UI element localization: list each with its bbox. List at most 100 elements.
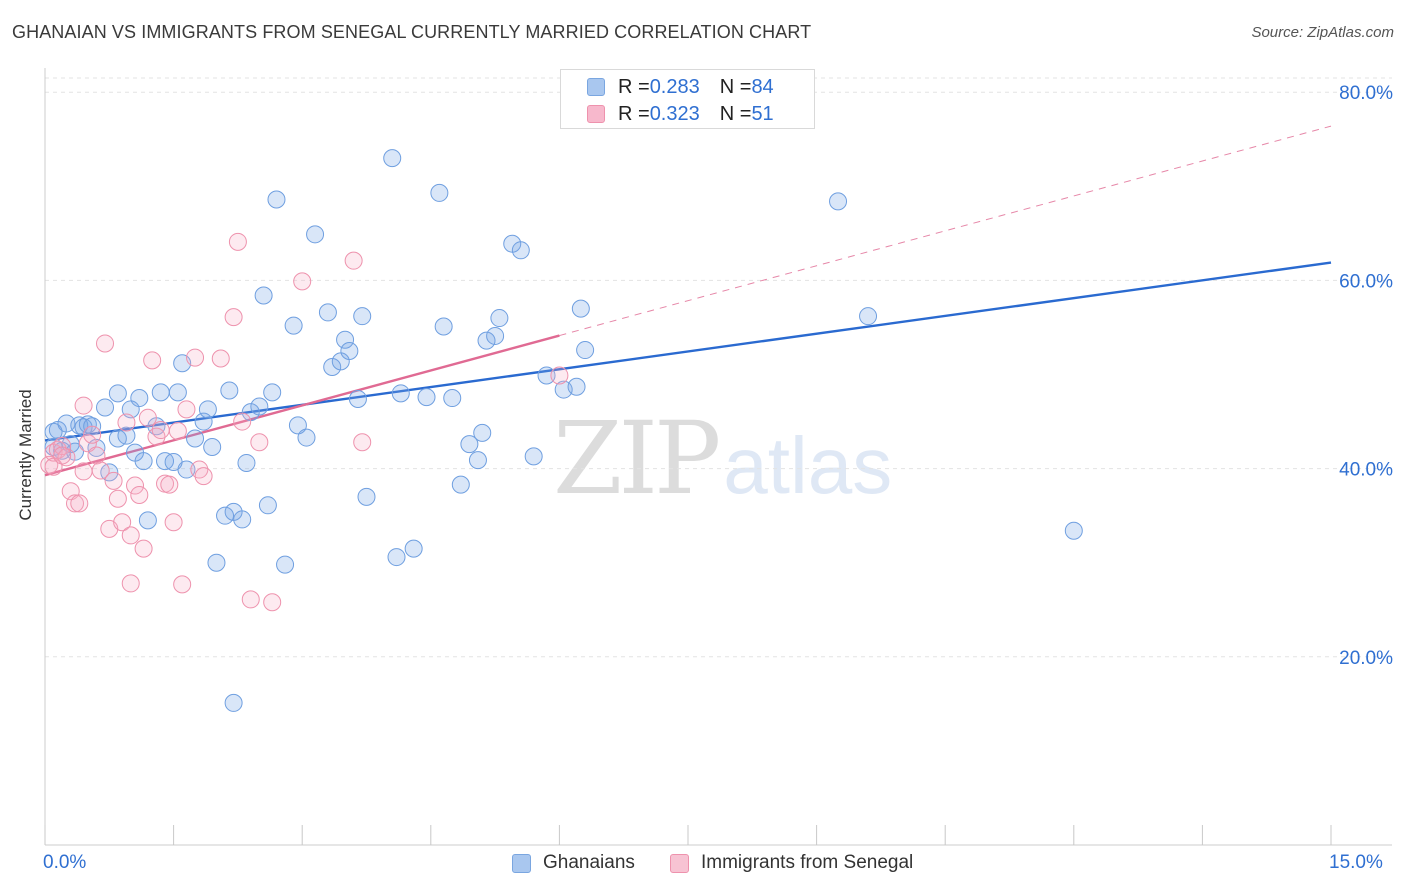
point-senegal: [74, 396, 93, 415]
trend-line-senegal: [44, 334, 560, 477]
point-ghanaians: [267, 190, 286, 209]
point-ghanaians: [263, 383, 282, 402]
legend-n-label: N =: [719, 75, 752, 98]
point-ghanaians: [288, 416, 307, 435]
legend-swatch-ghanaians: [512, 853, 531, 873]
point-senegal: [151, 421, 170, 440]
point-ghanaians: [567, 377, 586, 396]
point-ghanaians: [250, 397, 269, 416]
point-ghanaians: [473, 423, 492, 442]
point-senegal: [113, 513, 132, 532]
x-axis-max-label: 15.0%: [1329, 852, 1383, 873]
point-ghanaians: [383, 149, 402, 168]
point-ghanaians: [829, 192, 848, 211]
point-ghanaians: [859, 307, 878, 326]
point-ghanaians: [224, 693, 243, 712]
legend-row-ghanaians: R = 0.283 N = 84: [587, 74, 774, 100]
point-ghanaians: [434, 317, 453, 336]
legend-swatch-senegal: [670, 853, 689, 873]
point-ghanaians: [233, 510, 252, 529]
point-senegal: [263, 593, 282, 612]
point-ghanaians: [460, 435, 479, 454]
point-senegal: [121, 526, 140, 545]
legend-label-ghanaians: Ghanaians: [543, 852, 635, 873]
point-senegal: [78, 434, 97, 453]
point-senegal: [61, 482, 80, 501]
point-senegal: [104, 471, 123, 490]
point-ghanaians: [237, 453, 256, 472]
legend-item-senegal: Immigrants from Senegal: [670, 852, 913, 874]
point-ghanaians: [254, 286, 273, 305]
point-ghanaians: [216, 506, 235, 525]
point-senegal: [250, 433, 269, 452]
point-ghanaians: [353, 307, 372, 326]
point-ghanaians: [387, 548, 406, 567]
point-senegal: [130, 485, 149, 504]
legend-r-label: R =: [618, 75, 650, 98]
point-ghanaians: [117, 426, 136, 445]
point-senegal: [233, 412, 252, 431]
y-tick-labels: 20.0% 40.0% 60.0% 80.0%: [1339, 83, 1393, 669]
point-senegal: [173, 575, 192, 594]
point-senegal: [138, 408, 157, 427]
point-ghanaians: [306, 225, 325, 244]
point-ghanaians: [451, 475, 470, 494]
point-ghanaians: [477, 331, 496, 350]
legend-r-value: 0.323: [649, 102, 700, 125]
point-ghanaians: [1064, 521, 1083, 540]
point-ghanaians: [323, 357, 342, 376]
legend-r-label: R =: [618, 102, 650, 125]
point-senegal: [117, 413, 136, 432]
legend-swatch-ghanaians: [587, 78, 605, 96]
point-ghanaians: [511, 241, 530, 260]
point-ghanaians: [486, 326, 505, 345]
point-ghanaians: [490, 309, 509, 328]
source-label: Source: ZipAtlas.com: [1251, 24, 1394, 41]
point-senegal: [143, 351, 162, 370]
point-ghanaians: [430, 183, 449, 202]
point-ghanaians: [203, 437, 222, 456]
y-tick-label: 60.0%: [1339, 271, 1393, 292]
point-ghanaians: [417, 388, 436, 407]
point-senegal: [550, 366, 569, 385]
point-senegal: [134, 539, 153, 558]
point-ghanaians: [207, 553, 226, 572]
point-ghanaians: [576, 341, 595, 360]
point-senegal: [168, 421, 187, 440]
point-senegal: [228, 232, 247, 251]
point-senegal: [177, 400, 196, 419]
point-ghanaians: [336, 330, 355, 349]
point-senegal: [186, 348, 205, 367]
point-ghanaians: [284, 316, 303, 335]
point-ghanaians: [537, 366, 556, 385]
point-ghanaians: [138, 511, 157, 530]
legend-row-senegal: R = 0.323 N = 51: [587, 101, 774, 127]
data-points: [40, 149, 1083, 712]
point-ghanaians: [348, 389, 367, 408]
point-senegal: [74, 462, 93, 481]
axes: [44, 68, 1392, 846]
point-ghanaians: [168, 383, 187, 402]
point-senegal: [241, 590, 260, 609]
point-ghanaians: [340, 341, 359, 360]
y-tick-label: 20.0%: [1339, 648, 1393, 669]
point-ghanaians: [443, 389, 462, 408]
point-senegal: [83, 425, 102, 444]
legend-item-ghanaians: Ghanaians: [512, 852, 635, 874]
point-ghanaians: [220, 381, 239, 400]
point-ghanaians: [524, 447, 543, 466]
point-senegal: [160, 475, 179, 494]
point-senegal: [224, 308, 243, 327]
point-senegal: [344, 251, 363, 270]
point-senegal: [126, 476, 145, 495]
point-senegal: [87, 446, 106, 465]
trend-line-senegal-extrapolated: [559, 125, 1332, 337]
point-senegal: [194, 467, 213, 486]
point-senegal: [211, 349, 230, 368]
legend-n-value: 84: [751, 75, 774, 98]
point-senegal: [53, 446, 72, 465]
legend-n-value: 51: [751, 102, 774, 125]
point-senegal: [70, 494, 89, 513]
y-axis-label: Currently Married: [16, 389, 35, 521]
